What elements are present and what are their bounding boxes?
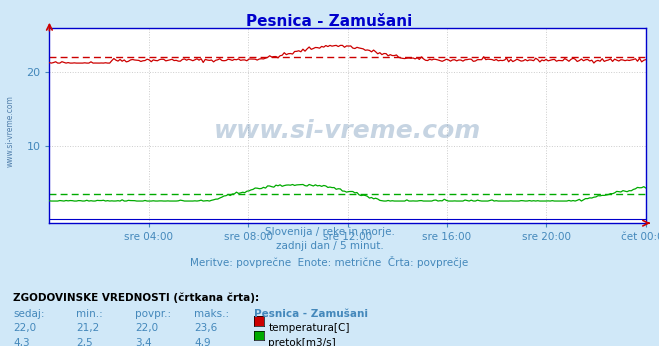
Text: Slovenija / reke in morje.: Slovenija / reke in morje. [264,227,395,237]
Text: 21,2: 21,2 [76,323,99,333]
Text: zadnji dan / 5 minut.: zadnji dan / 5 minut. [275,241,384,251]
Text: www.si-vreme.com: www.si-vreme.com [5,95,14,167]
Text: 22,0: 22,0 [135,323,158,333]
Text: povpr.:: povpr.: [135,309,171,319]
Text: Pesnica - Zamušani: Pesnica - Zamušani [254,309,368,319]
Text: Pesnica - Zamušani: Pesnica - Zamušani [246,14,413,29]
Text: 3,4: 3,4 [135,338,152,346]
Text: min.:: min.: [76,309,103,319]
Text: Meritve: povprečne  Enote: metrične  Črta: povprečje: Meritve: povprečne Enote: metrične Črta:… [190,256,469,268]
Text: 23,6: 23,6 [194,323,217,333]
Text: temperatura[C]: temperatura[C] [268,323,350,333]
Text: ZGODOVINSKE VREDNOSTI (črtkana črta):: ZGODOVINSKE VREDNOSTI (črtkana črta): [13,292,259,303]
Text: 4,3: 4,3 [13,338,30,346]
Text: www.si-vreme.com: www.si-vreme.com [214,119,481,143]
Text: pretok[m3/s]: pretok[m3/s] [268,338,336,346]
Text: 22,0: 22,0 [13,323,36,333]
Text: maks.:: maks.: [194,309,229,319]
Text: sedaj:: sedaj: [13,309,45,319]
Text: 2,5: 2,5 [76,338,92,346]
Text: 4,9: 4,9 [194,338,211,346]
